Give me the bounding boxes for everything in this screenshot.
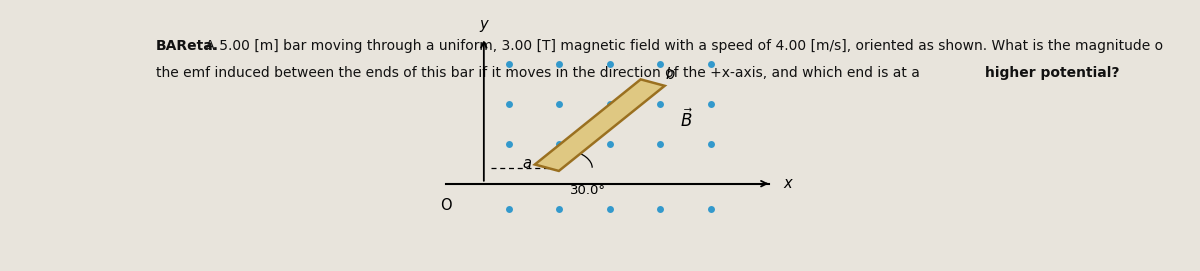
Text: x: x [784, 176, 792, 191]
Text: the emf induced between the ends of this bar if it moves in the direction of the: the emf induced between the ends of this… [156, 66, 924, 80]
Text: BAReta.: BAReta. [156, 40, 220, 53]
Text: 30.0°: 30.0° [570, 184, 606, 197]
Text: $\vec{B}$: $\vec{B}$ [680, 108, 694, 131]
Text: higher potential?: higher potential? [985, 66, 1120, 80]
Polygon shape [535, 79, 665, 171]
Text: b: b [665, 67, 674, 82]
Text: O: O [440, 198, 452, 213]
Text: a: a [523, 156, 532, 170]
Text: y: y [480, 17, 488, 31]
Text: A 5.00 [m] bar moving through a uniform, 3.00 [T] magnetic field with a speed of: A 5.00 [m] bar moving through a uniform,… [202, 40, 1163, 53]
